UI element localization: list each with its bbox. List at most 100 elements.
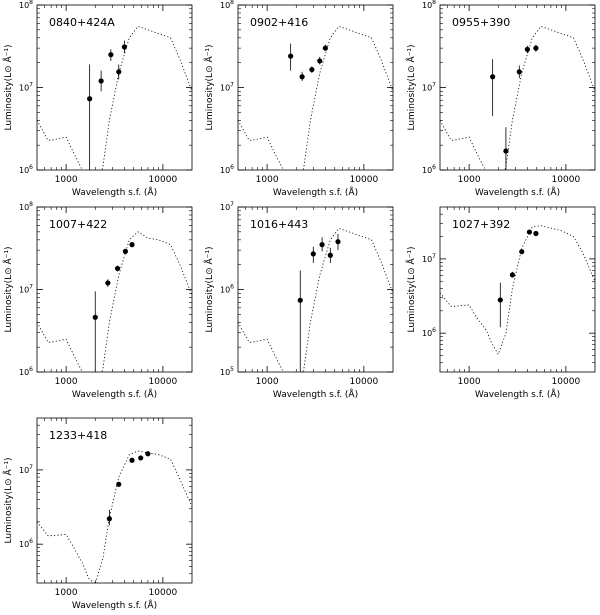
x-axis-label: Wavelength s.f. (Å) xyxy=(72,388,157,400)
y-tick-label: 107 xyxy=(422,253,436,264)
y-tick-label: 105 xyxy=(220,366,234,377)
plot-frame xyxy=(237,4,394,171)
model-sed-curve xyxy=(440,25,595,170)
panel-title: 1027+392 xyxy=(452,218,510,231)
data-point xyxy=(490,74,496,80)
plot-frame xyxy=(439,4,596,171)
data-point xyxy=(138,455,144,461)
data-point xyxy=(327,252,333,258)
chart-panel: 1000 10000 106 107 108 1007+422 Wavelength s.f… xyxy=(2,201,193,400)
data-point xyxy=(533,230,539,237)
data-point xyxy=(297,297,303,303)
data-point xyxy=(503,148,509,154)
y-axis-label: Luminosity(L⊙ Å⁻¹) xyxy=(2,44,14,130)
model-sed-curve xyxy=(37,450,192,583)
panel-title: 1233+418 xyxy=(49,429,107,442)
data-point xyxy=(299,74,305,80)
panel-title: 1016+443 xyxy=(250,218,308,231)
y-tick-label: 106 xyxy=(422,327,436,338)
x-tick-label: 10000 xyxy=(149,377,178,387)
data-point xyxy=(310,251,316,257)
plot-frame xyxy=(36,4,193,171)
y-axis-label: Luminosity(L⊙ Å⁻¹) xyxy=(2,457,14,543)
data-point xyxy=(519,249,525,255)
panel-title: 0955+390 xyxy=(452,16,510,29)
x-tick-label: 10000 xyxy=(350,175,379,185)
data-point xyxy=(116,69,122,75)
x-axis-label: Wavelength s.f. (Å) xyxy=(72,599,157,611)
chart-panel: 1000 10000 106 107 108 0840+424A Wavelength s.… xyxy=(2,0,193,198)
panel-title: 1007+422 xyxy=(49,218,107,231)
x-tick-label: 1000 xyxy=(55,377,78,387)
y-tick-label: 107 xyxy=(19,82,33,93)
model-sed-curve xyxy=(37,231,192,372)
data-point xyxy=(317,58,323,64)
data-point xyxy=(92,314,98,320)
chart-panel: 1000 10000 106 107 1233+418 Wavelength s.f. (… xyxy=(2,417,193,611)
x-axis-label: Wavelength s.f. (Å) xyxy=(273,388,358,400)
y-tick-label: 108 xyxy=(220,0,234,10)
plot-frame xyxy=(439,206,596,373)
data-point xyxy=(516,69,522,75)
data-point xyxy=(108,52,114,58)
data-point xyxy=(309,66,315,73)
x-tick-label: 1000 xyxy=(55,175,78,185)
plot-frame xyxy=(237,206,394,373)
x-tick-label: 10000 xyxy=(552,377,581,387)
y-tick-label: 108 xyxy=(19,201,33,212)
data-point xyxy=(288,53,294,59)
x-tick-label: 1000 xyxy=(256,175,279,185)
x-axis-label: Wavelength s.f. (Å) xyxy=(475,388,560,400)
panel-title: 0840+424A xyxy=(49,16,115,29)
data-point xyxy=(524,46,530,52)
x-axis-label: Wavelength s.f. (Å) xyxy=(475,186,560,198)
data-point xyxy=(116,481,122,487)
y-tick-label: 106 xyxy=(220,164,234,175)
x-axis-label: Wavelength s.f. (Å) xyxy=(273,186,358,198)
y-tick-label: 107 xyxy=(19,284,33,295)
y-tick-label: 106 xyxy=(19,538,33,549)
chart-panel: 1000 10000 106 107 108 0955+390 Wavelength s.f… xyxy=(405,0,596,198)
data-point xyxy=(533,45,539,51)
data-point xyxy=(87,96,93,102)
data-point xyxy=(106,516,112,522)
x-tick-label: 10000 xyxy=(350,377,379,387)
y-axis-label: Luminosity(L⊙ Å⁻¹) xyxy=(203,44,215,130)
data-point xyxy=(129,242,135,248)
x-tick-label: 10000 xyxy=(552,175,581,185)
y-axis-label: Luminosity(L⊙ Å⁻¹) xyxy=(405,44,417,130)
y-tick-label: 107 xyxy=(220,82,234,93)
data-point xyxy=(497,297,503,303)
data-point xyxy=(335,239,341,245)
y-tick-label: 108 xyxy=(19,0,33,10)
chart-panel: 1000 10000 106 107 108 0902+416 Wavelength s.f… xyxy=(203,0,394,198)
x-tick-label: 1000 xyxy=(256,377,279,387)
x-axis-label: Wavelength s.f. (Å) xyxy=(72,186,157,198)
model-sed-curve xyxy=(37,25,192,170)
x-tick-label: 10000 xyxy=(149,588,178,598)
y-tick-label: 107 xyxy=(422,82,436,93)
x-tick-label: 1000 xyxy=(458,175,481,185)
chart-panel: 1000 10000 105 106 107 1016+443 Wavelength s.f… xyxy=(203,201,394,400)
plot-frame xyxy=(36,417,193,584)
y-tick-label: 106 xyxy=(19,164,33,175)
y-axis-label: Luminosity(L⊙ Å⁻¹) xyxy=(405,246,417,332)
y-tick-label: 106 xyxy=(422,164,436,175)
data-point xyxy=(98,78,104,84)
plot-frame xyxy=(36,206,193,373)
data-point xyxy=(145,451,151,457)
data-point xyxy=(114,265,121,272)
data-point xyxy=(121,44,127,50)
data-point xyxy=(509,272,515,278)
y-tick-label: 107 xyxy=(19,464,33,475)
y-tick-label: 106 xyxy=(19,366,33,377)
data-point xyxy=(129,457,135,463)
chart-panel: 1000 10000 106 107 1027+392 Wavelength s.f. (… xyxy=(405,206,596,400)
x-tick-label: 1000 xyxy=(55,588,78,598)
model-sed-curve xyxy=(238,227,393,372)
y-axis-label: Luminosity(L⊙ Å⁻¹) xyxy=(2,246,14,332)
data-point xyxy=(105,280,111,286)
y-axis-label: Luminosity(L⊙ Å⁻¹) xyxy=(203,246,215,332)
data-point xyxy=(322,45,328,51)
